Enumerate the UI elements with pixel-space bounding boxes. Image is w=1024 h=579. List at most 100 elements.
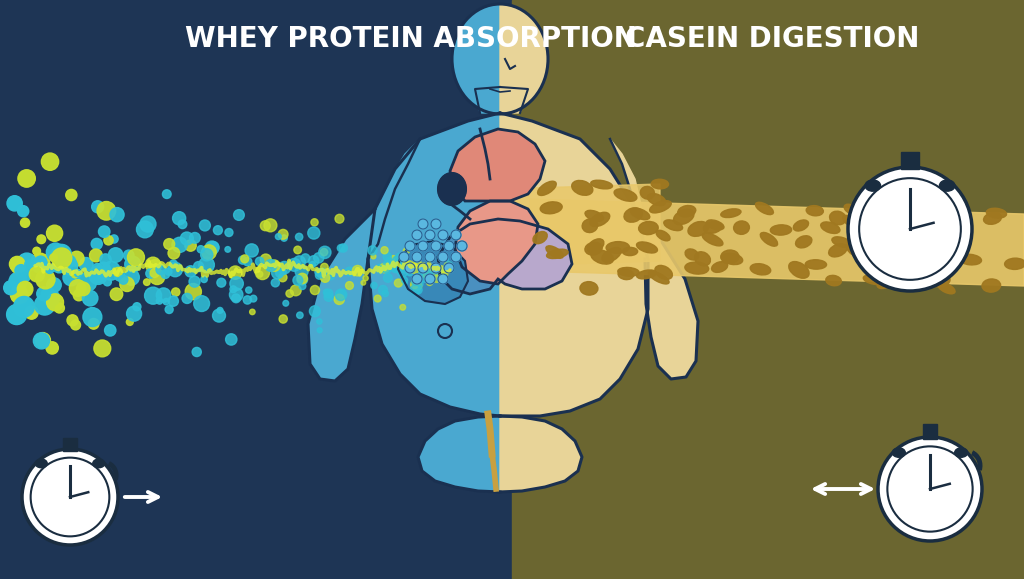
- Circle shape: [435, 273, 439, 278]
- Circle shape: [124, 250, 134, 261]
- Circle shape: [282, 269, 287, 274]
- Circle shape: [380, 263, 389, 273]
- Circle shape: [17, 170, 35, 187]
- Text: WHEY PROTEIN ABSORPTION: WHEY PROTEIN ABSORPTION: [185, 25, 637, 53]
- Ellipse shape: [571, 181, 593, 195]
- Circle shape: [100, 254, 112, 265]
- Circle shape: [110, 235, 118, 243]
- Ellipse shape: [585, 243, 602, 255]
- Ellipse shape: [606, 241, 630, 254]
- Circle shape: [311, 219, 318, 226]
- Ellipse shape: [664, 220, 683, 230]
- Circle shape: [257, 271, 263, 277]
- Circle shape: [163, 190, 171, 199]
- Circle shape: [33, 247, 41, 255]
- Circle shape: [301, 254, 310, 263]
- Circle shape: [7, 196, 23, 211]
- Circle shape: [77, 282, 90, 296]
- Circle shape: [244, 257, 252, 266]
- Circle shape: [213, 309, 225, 322]
- Circle shape: [78, 272, 96, 291]
- Circle shape: [442, 272, 447, 277]
- Circle shape: [371, 283, 377, 289]
- Ellipse shape: [655, 265, 673, 280]
- Ellipse shape: [591, 250, 613, 264]
- Circle shape: [431, 263, 441, 273]
- Circle shape: [336, 289, 347, 301]
- Ellipse shape: [721, 209, 741, 218]
- Ellipse shape: [982, 279, 1000, 292]
- Bar: [63, 438, 77, 451]
- Circle shape: [293, 276, 303, 285]
- Circle shape: [391, 262, 401, 273]
- Circle shape: [281, 235, 288, 241]
- Circle shape: [127, 249, 144, 266]
- Circle shape: [35, 256, 47, 269]
- Ellipse shape: [582, 219, 598, 233]
- Ellipse shape: [831, 237, 852, 247]
- Circle shape: [279, 229, 288, 239]
- Polygon shape: [500, 416, 582, 492]
- Circle shape: [180, 232, 194, 245]
- Circle shape: [361, 280, 366, 285]
- Circle shape: [89, 249, 102, 262]
- Circle shape: [17, 281, 33, 297]
- Circle shape: [31, 457, 110, 536]
- Circle shape: [321, 248, 328, 256]
- Circle shape: [268, 260, 281, 272]
- Ellipse shape: [649, 201, 672, 213]
- Circle shape: [291, 285, 301, 296]
- Polygon shape: [452, 4, 500, 114]
- Circle shape: [67, 315, 78, 326]
- Ellipse shape: [623, 247, 638, 255]
- Circle shape: [404, 261, 415, 270]
- Ellipse shape: [640, 186, 654, 199]
- Circle shape: [264, 219, 276, 232]
- Circle shape: [457, 241, 467, 251]
- Circle shape: [150, 269, 165, 284]
- Circle shape: [199, 257, 214, 273]
- Circle shape: [72, 270, 79, 278]
- Circle shape: [265, 259, 276, 272]
- Circle shape: [45, 265, 54, 273]
- Ellipse shape: [893, 213, 911, 225]
- Circle shape: [446, 262, 452, 267]
- Circle shape: [433, 275, 440, 283]
- Circle shape: [17, 206, 29, 217]
- Circle shape: [194, 296, 210, 312]
- Circle shape: [400, 263, 411, 273]
- Ellipse shape: [656, 230, 670, 241]
- Ellipse shape: [541, 202, 562, 214]
- Circle shape: [407, 270, 413, 276]
- Ellipse shape: [820, 222, 840, 233]
- Circle shape: [133, 303, 141, 311]
- Circle shape: [286, 290, 294, 297]
- Circle shape: [96, 262, 111, 276]
- Circle shape: [255, 265, 269, 280]
- Circle shape: [37, 235, 46, 244]
- Circle shape: [313, 253, 324, 263]
- Ellipse shape: [954, 448, 968, 457]
- Circle shape: [47, 294, 63, 311]
- Ellipse shape: [590, 212, 609, 226]
- Circle shape: [414, 282, 422, 290]
- Circle shape: [111, 288, 123, 301]
- Circle shape: [35, 332, 50, 348]
- Circle shape: [438, 230, 449, 240]
- Ellipse shape: [756, 202, 773, 215]
- Ellipse shape: [631, 208, 650, 219]
- Polygon shape: [455, 201, 538, 284]
- Circle shape: [244, 296, 252, 304]
- Circle shape: [170, 260, 177, 267]
- Circle shape: [225, 247, 230, 252]
- Circle shape: [185, 240, 197, 251]
- Ellipse shape: [829, 211, 846, 225]
- Circle shape: [425, 252, 435, 262]
- Circle shape: [114, 267, 122, 276]
- Circle shape: [75, 269, 82, 277]
- Circle shape: [427, 279, 433, 285]
- Ellipse shape: [926, 266, 941, 277]
- Ellipse shape: [585, 210, 603, 221]
- Polygon shape: [500, 4, 548, 114]
- Ellipse shape: [794, 220, 809, 231]
